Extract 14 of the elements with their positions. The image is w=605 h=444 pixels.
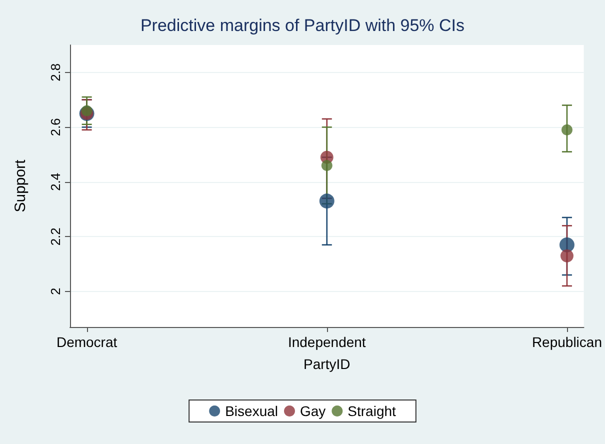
- legend-label: Gay: [300, 403, 326, 419]
- y-tick-label: 2: [48, 288, 63, 296]
- chart-title: Predictive margins of PartyID with 95% CIs: [140, 16, 465, 35]
- y-tick-label: 2.4: [48, 172, 63, 191]
- x-tick-label: Democrat: [56, 334, 118, 350]
- y-tick-label: 2.8: [48, 63, 63, 82]
- legend-label: Straight: [348, 403, 396, 419]
- x-tick-label: Independent: [288, 334, 366, 350]
- x-tick-label: Republican: [532, 334, 602, 350]
- y-axis-title: Support: [12, 158, 29, 212]
- legend-label: Bisexual: [225, 403, 278, 419]
- y-tick-label: 2.2: [48, 228, 63, 246]
- y-tick-label: 2.6: [48, 118, 63, 136]
- x-axis-title: PartyID: [304, 356, 350, 372]
